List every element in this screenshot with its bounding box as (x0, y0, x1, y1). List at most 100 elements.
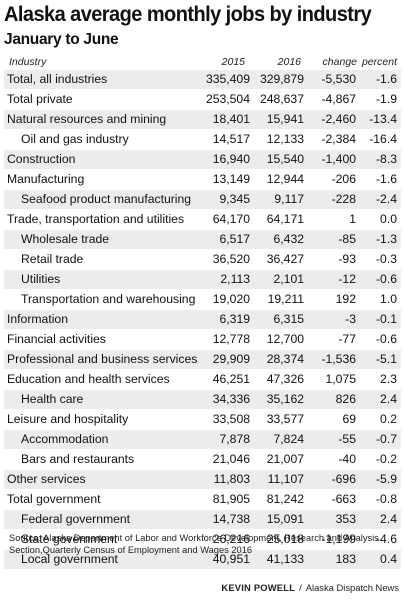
cell-percent: 2.4 (380, 512, 397, 526)
cell-2015: 40,951 (212, 552, 250, 566)
row-industry-name: Health care (21, 392, 84, 406)
cell-2015: 13,149 (212, 172, 250, 186)
cell-change: 826 (335, 392, 356, 406)
cell-percent: -0.6 (375, 332, 397, 346)
cell-change: -3 (345, 312, 356, 326)
cell-2015: 9,345 (219, 192, 251, 206)
cell-2016: 15,091 (266, 512, 304, 526)
cell-change: 1 (349, 212, 356, 226)
cell-percent: -1.6 (375, 72, 397, 86)
credit-separator: / (299, 582, 302, 593)
table-row: Local government 40,951 41,133 183 0.4 (4, 550, 401, 570)
source-note: Source: Alaska Department of Labor and W… (9, 533, 379, 555)
cell-percent: -0.6 (375, 272, 397, 286)
cell-percent: -0.2 (375, 452, 397, 466)
cell-2015: 335,409 (205, 72, 250, 86)
row-industry-name: State government (21, 532, 118, 546)
row-industry-name: Other services (7, 472, 86, 486)
row-industry-name: Utilities (21, 272, 61, 286)
table-row: Trade, transportation and utilities 64,17… (4, 210, 401, 230)
cell-2015: 16,940 (212, 152, 250, 166)
cell-2016: 12,133 (266, 132, 304, 146)
table-row: Oil and gas industry 14,517 12,133 -2,384 -1… (4, 130, 401, 150)
table-row: Manufacturing 13,149 12,944 -206 -1.6 (4, 170, 401, 190)
cell-2015: 21,046 (212, 452, 250, 466)
cell-2015: 7,878 (219, 432, 251, 446)
row-industry-name: Education and health services (7, 372, 170, 386)
cell-change: -12 (338, 272, 356, 286)
cell-percent: 0.4 (380, 552, 397, 566)
chart-subtitle: January to June (4, 31, 119, 48)
cell-change: 69 (342, 412, 356, 426)
row-industry-name: Trade, transportation and utilities (7, 212, 185, 226)
cell-2015: 26,216 (212, 532, 250, 546)
row-industry-name: Construction (7, 152, 76, 166)
row-industry-name: Retail trade (21, 252, 84, 266)
cell-change: -1,199 (321, 532, 356, 546)
table-row: Education and health services 46,251 47,32… (4, 370, 401, 390)
cell-2015: 14,738 (212, 512, 250, 526)
cell-change: -5,530 (321, 72, 356, 86)
cell-2016: 33,577 (266, 412, 304, 426)
cell-2016: 36,427 (266, 252, 304, 266)
cell-change: 353 (335, 512, 356, 526)
cell-percent: 0.0 (380, 212, 397, 226)
table-header: Industry 2015 2016 change percent (0, 54, 405, 70)
table-row: Natural resources and mining 18,401 15,941… (4, 110, 401, 130)
cell-2016: 6,315 (273, 312, 305, 326)
credit-author: KEVIN POWELL (221, 582, 296, 593)
table-row: Other services 11,803 11,107 -696 -5.9 (4, 470, 401, 490)
cell-percent: -16.4 (369, 132, 397, 146)
cell-change: -4,867 (321, 92, 356, 106)
table-row: Information 6,319 6,315 -3 -0.1 (4, 310, 401, 330)
table-row: Construction 16,940 15,540 -1,400 -8.3 (4, 150, 401, 170)
row-industry-name: Total private (7, 92, 73, 106)
cell-2015: 253,504 (205, 92, 250, 106)
table-row: Bars and restaurants 21,046 21,007 -40 -0.2 (4, 450, 401, 470)
table-row: Seafood product manufacturing 9,345 9,117 -… (4, 190, 401, 210)
row-industry-name: Total government (7, 492, 101, 506)
cell-change: -77 (338, 332, 356, 346)
cell-change: -85 (338, 232, 356, 246)
cell-change: -93 (338, 252, 356, 266)
cell-2015: 81,905 (212, 492, 250, 506)
cell-2015: 19,020 (212, 292, 250, 306)
table-row: Professional and business services 29,909… (4, 350, 401, 370)
credit-outlet: Alaska Dispatch News (305, 582, 399, 593)
cell-percent: -8.3 (375, 152, 397, 166)
cell-2016: 6,432 (273, 232, 305, 246)
cell-percent: -0.1 (375, 312, 397, 326)
cell-percent: -0.8 (375, 492, 397, 506)
table-row: Health care 34,336 35,162 826 2.4 (4, 390, 401, 410)
row-industry-name: Financial activities (7, 332, 106, 346)
cell-2015: 6,517 (219, 232, 251, 246)
cell-2015: 11,803 (213, 472, 250, 486)
cell-2016: 248,637 (259, 92, 304, 106)
cell-change: -2,460 (321, 112, 356, 126)
table-row: Total government 81,905 81,242 -663 -0.8 (4, 490, 401, 510)
cell-2015: 36,520 (212, 252, 250, 266)
cell-change: -1,536 (321, 352, 356, 366)
cell-percent: 1.0 (380, 292, 397, 306)
credit-line: KEVIN POWELL / Alaska Dispatch News (221, 582, 399, 593)
cell-2016: 7,824 (273, 432, 305, 446)
cell-percent: -5.9 (375, 472, 397, 486)
chart-title: Alaska average monthly jobs by industry (4, 2, 372, 26)
cell-change: -1,400 (321, 152, 356, 166)
table-row: Utilities 2,113 2,101 -12 -0.6 (4, 270, 401, 290)
table-row: Transportation and warehousing 19,020 19,2… (4, 290, 401, 310)
header-percent: percent (361, 56, 397, 68)
row-industry-name: Bars and restaurants (21, 452, 135, 466)
cell-percent: -0.7 (375, 432, 397, 446)
row-industry-name: Federal government (21, 512, 131, 526)
cell-2015: 34,336 (212, 392, 250, 406)
cell-change: -40 (338, 452, 356, 466)
row-industry-name: Transportation and warehousing (21, 292, 196, 306)
cell-change: -663 (331, 492, 356, 506)
cell-percent: -1.9 (375, 92, 397, 106)
cell-2015: 46,251 (212, 372, 250, 386)
table-row: Financial activities 12,778 12,700 -77 -0.6 (4, 330, 401, 350)
row-industry-name: Local government (21, 552, 118, 566)
cell-2015: 6,319 (219, 312, 251, 326)
